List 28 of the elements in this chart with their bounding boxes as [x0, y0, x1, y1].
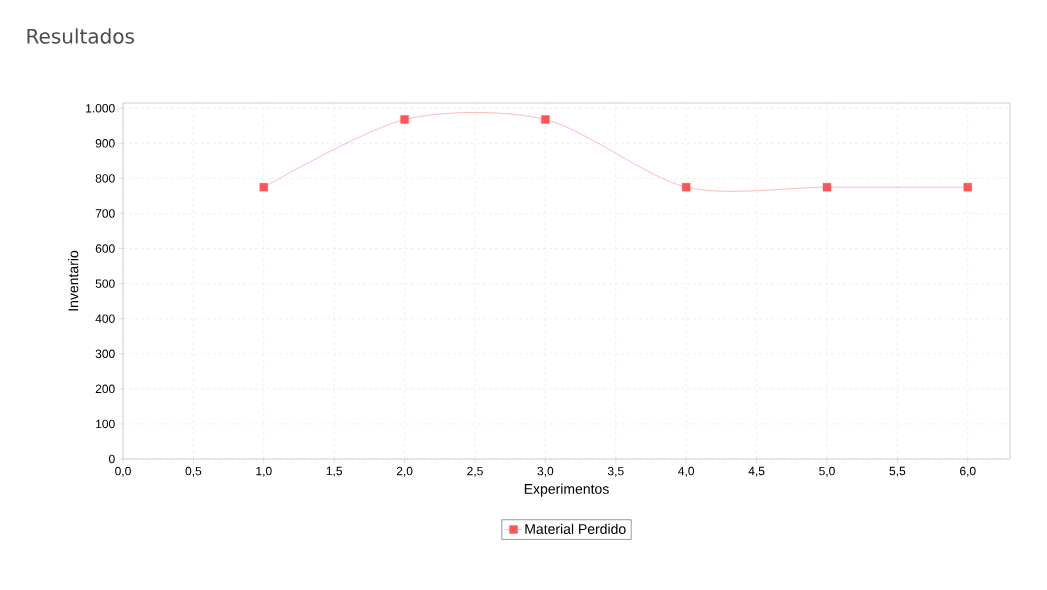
legend-label: Material Perdido	[525, 523, 626, 535]
y-tick-label: 100	[96, 419, 115, 429]
y-tick-label: 1.000	[86, 104, 115, 113]
x-axis-title: Experimentos	[524, 483, 609, 497]
chart-title: Resultados	[27, 28, 134, 44]
y-tick-label: 600	[95, 244, 115, 253]
x-tick-label: 2,5	[467, 466, 483, 477]
y-tick-label: 900	[95, 139, 115, 148]
x-tick-label: 4,5	[748, 466, 765, 477]
x-tick-label: 5,5	[889, 466, 906, 477]
x-tick-label: 0,5	[185, 466, 202, 477]
y-tick-label: 300	[95, 349, 115, 359]
y-tick-label: 0	[109, 454, 115, 464]
x-tick-label: 0,0	[115, 466, 131, 477]
x-tick-label: 6,0	[960, 466, 976, 477]
y-tick-label: 500	[95, 279, 115, 288]
y-axis-title: Inventario	[68, 250, 79, 311]
y-tick-label: 800	[95, 174, 115, 183]
x-tick-label: 3,0	[537, 466, 554, 477]
x-tick-label: 4,0	[678, 466, 695, 477]
y-tick-label: 700	[95, 209, 115, 218]
x-tick-label: 3,5	[607, 466, 624, 477]
y-tick-label: 200	[95, 384, 115, 394]
y-tick-label: 400	[95, 314, 115, 323]
x-tick-label: 2,0	[396, 466, 413, 477]
x-tick-label: 5,0	[819, 466, 835, 477]
x-tick-label: 1,0	[256, 466, 272, 477]
x-tick-label: 1,5	[326, 466, 343, 477]
